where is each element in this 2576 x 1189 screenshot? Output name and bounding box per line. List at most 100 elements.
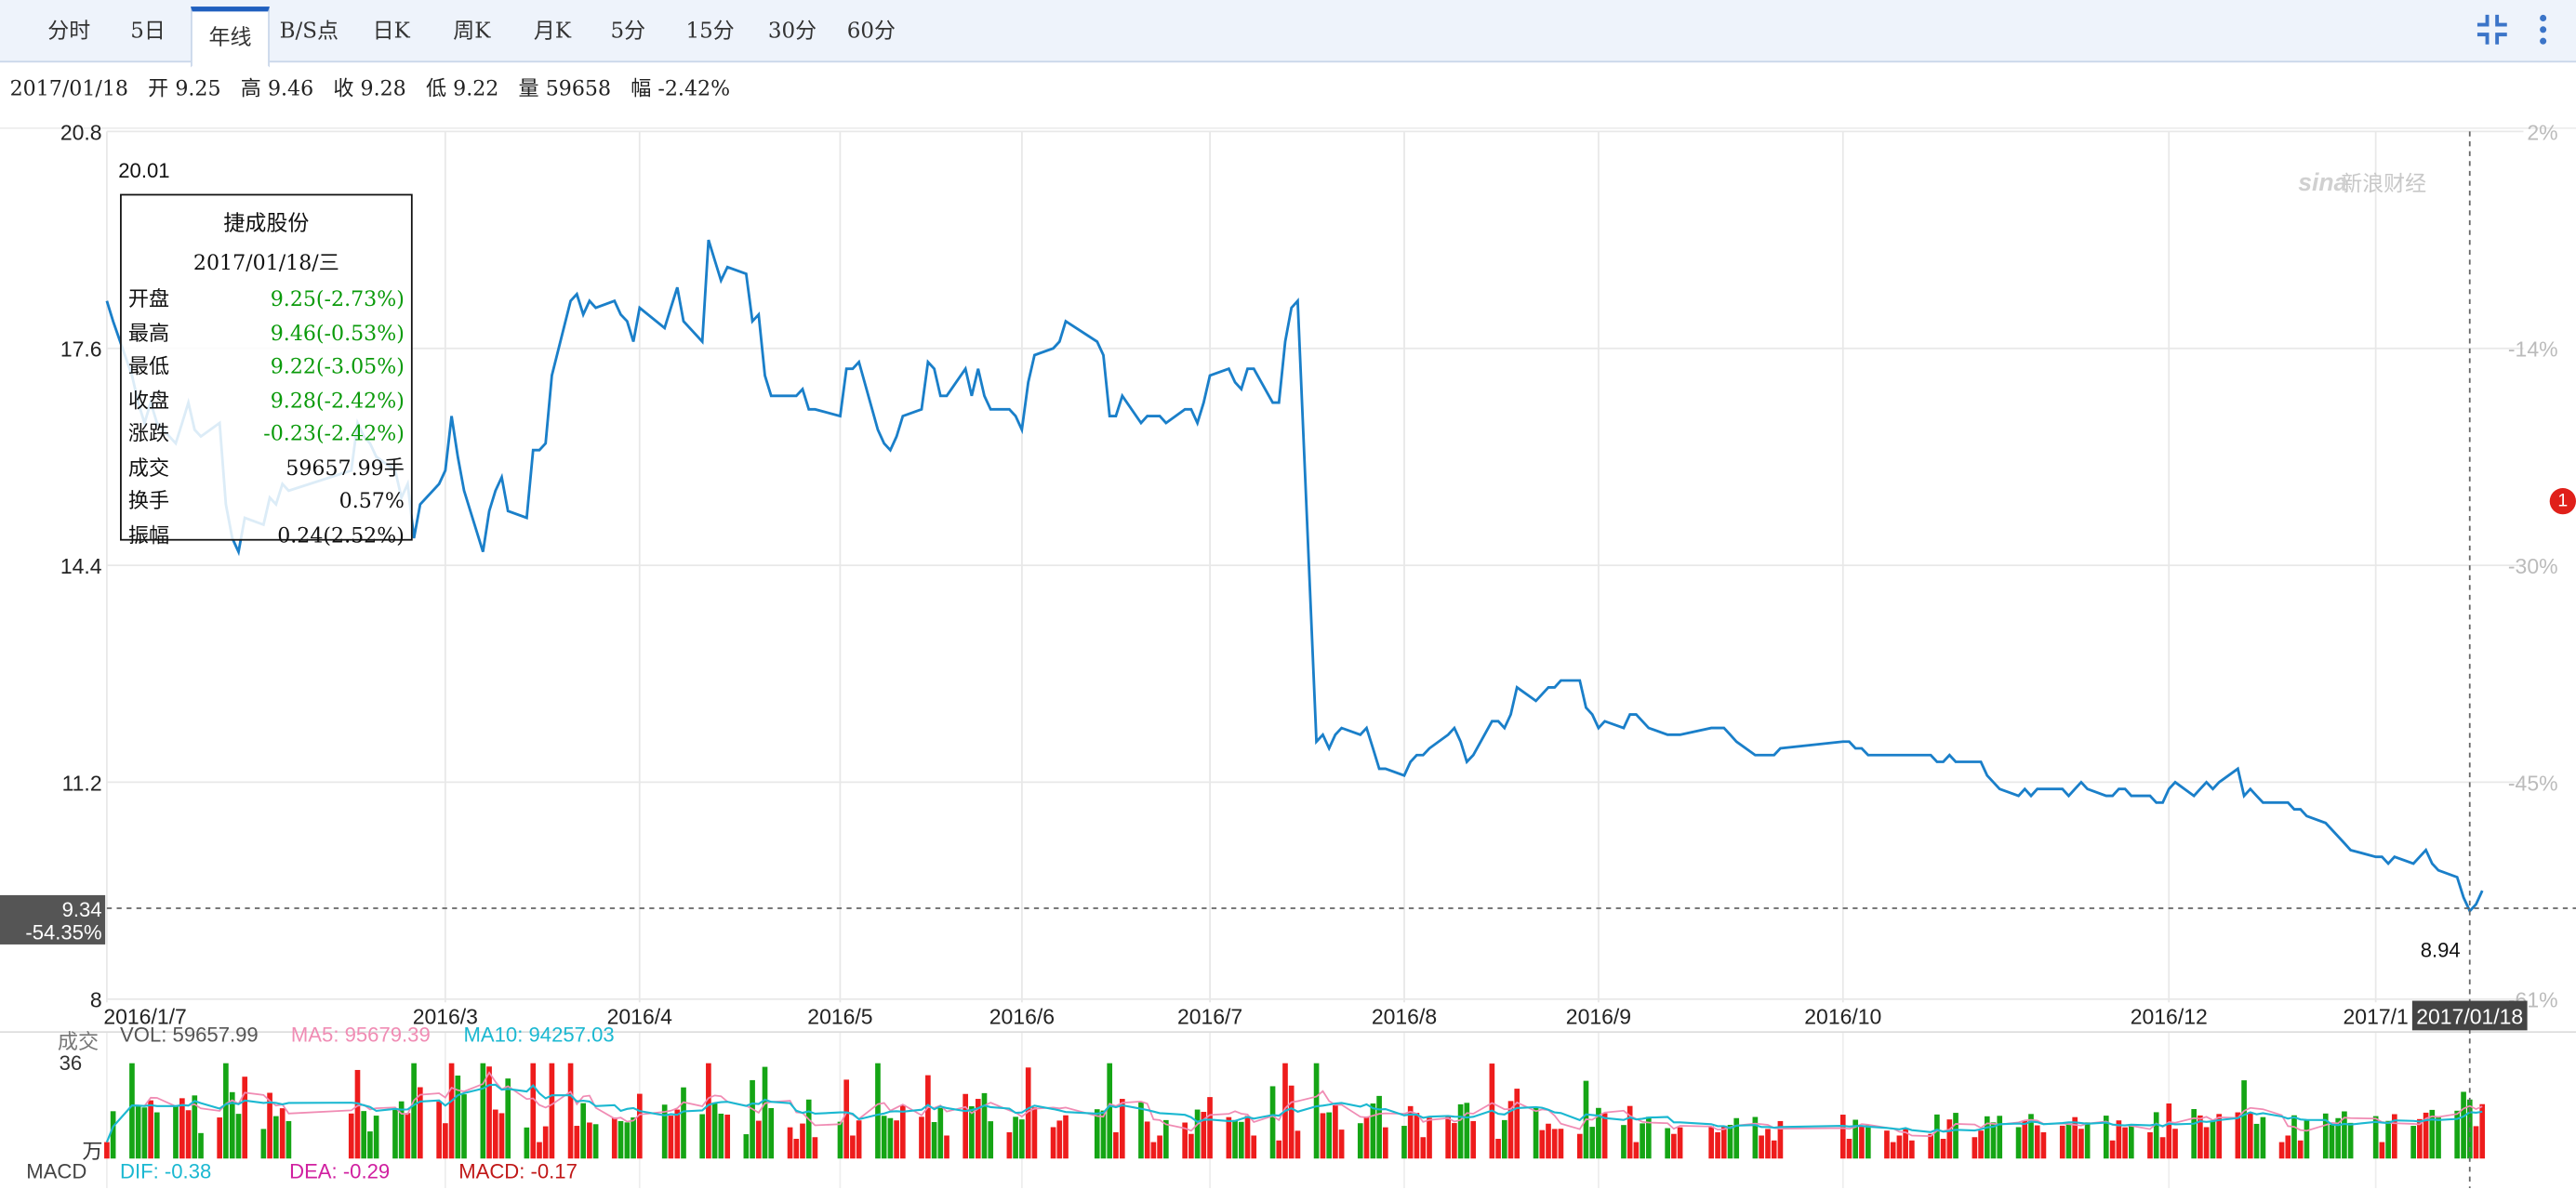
tab-daily-k[interactable]: 日K — [372, 20, 410, 45]
volume-bar — [724, 1115, 731, 1159]
tab-5-day[interactable]: 5日 — [130, 20, 166, 45]
volume-bar — [567, 1063, 574, 1159]
volume-bar — [631, 1117, 636, 1159]
volume-bar — [681, 1087, 686, 1159]
volume-bar — [1006, 1131, 1013, 1159]
volume-bar — [443, 1123, 448, 1159]
volume-bar — [1589, 1127, 1596, 1159]
volume-bar — [2429, 1109, 2436, 1159]
volume-bar — [1401, 1126, 1407, 1159]
tab-60-min[interactable]: 60分 — [846, 20, 896, 45]
volume-bar — [1025, 1067, 1031, 1159]
volume-bar — [1846, 1139, 1852, 1159]
tab-weekly-k[interactable]: 周K — [453, 20, 491, 45]
volume-bar — [762, 1066, 768, 1159]
volume-bar — [1708, 1126, 1715, 1159]
volume-bar — [1990, 1122, 1997, 1159]
x-tick-label: 2016/5 — [807, 1004, 872, 1028]
volume-bar — [2473, 1126, 2479, 1159]
volume-bar — [574, 1126, 580, 1159]
volume-bar — [1138, 1102, 1144, 1159]
volume-bar — [1370, 1103, 1376, 1159]
collapse-arrows-icon[interactable] — [2474, 10, 2510, 49]
macd-legend-dea: DEA: -0.29 — [289, 1159, 391, 1183]
volume-bar — [1100, 1110, 1107, 1159]
volume-bar — [1427, 1117, 1432, 1159]
tooltip-row-label: 最高 — [127, 319, 170, 345]
volume-bar — [1094, 1109, 1100, 1159]
volume-bar — [1201, 1112, 1207, 1159]
right-tick-label: -45% — [2508, 771, 2558, 795]
volume-bar — [1013, 1116, 1018, 1159]
volume-bar — [1715, 1131, 1720, 1159]
tab-5-min[interactable]: 5分 — [610, 20, 646, 45]
volume-bar — [2454, 1110, 2461, 1159]
volume-bar — [1733, 1117, 1740, 1159]
volume-bar — [743, 1134, 750, 1159]
volume-legend-ma5: MA5: 95679.39 — [290, 1024, 431, 1048]
volume-bar — [1546, 1123, 1551, 1159]
volume-bar — [837, 1121, 843, 1159]
volume-bar — [711, 1102, 718, 1159]
macd-panel-label: MACD — [26, 1159, 87, 1183]
volume-bar — [392, 1108, 398, 1159]
volume-bar — [267, 1092, 272, 1159]
watermark-text: 新浪财经 — [2341, 171, 2426, 195]
notification-badge[interactable]: 1 — [2549, 488, 2576, 515]
volume-bar — [1382, 1127, 1388, 1159]
volume-bar — [2065, 1123, 2072, 1159]
x-tick-label: 2016/8 — [1372, 1004, 1437, 1028]
volume-bar — [417, 1087, 423, 1159]
volume-bar — [668, 1116, 674, 1159]
volume-bar — [2210, 1120, 2216, 1159]
volume-bar — [1226, 1116, 1232, 1159]
volume-bar — [1464, 1103, 1470, 1159]
volume-bar — [1551, 1129, 1558, 1159]
volume-bar — [768, 1107, 775, 1159]
volume-bar — [2285, 1135, 2291, 1159]
volume-bar — [805, 1099, 812, 1159]
volume-bar — [1251, 1135, 1257, 1159]
volume-bar — [229, 1091, 235, 1159]
volume-bar — [899, 1104, 906, 1159]
volume-bar — [348, 1113, 354, 1159]
volume-bar — [2297, 1140, 2304, 1159]
tab-intraday[interactable]: 分时 — [47, 20, 91, 45]
info-range-label: 幅 — [631, 75, 652, 100]
tooltip-row: 最高 9.46(-0.53%) — [122, 316, 411, 350]
volume-bar — [1495, 1139, 1501, 1159]
volume-bar — [1470, 1120, 1477, 1159]
tab-30-min[interactable]: 30分 — [767, 20, 817, 45]
volume-bar — [1031, 1107, 1038, 1159]
volume-bar — [1633, 1142, 1640, 1159]
volume-bar — [1752, 1116, 1759, 1159]
volume-bar — [1884, 1130, 1890, 1159]
volume-bar — [894, 1120, 899, 1159]
crosshair-price: 9.34 — [62, 898, 102, 921]
tab-15-min[interactable]: 15分 — [685, 20, 735, 45]
info-high-label: 高 — [240, 75, 261, 100]
volume-bar — [2291, 1115, 2297, 1159]
price-line — [105, 239, 2484, 914]
volume-bar — [1759, 1135, 1764, 1159]
volume-bar — [969, 1106, 975, 1159]
volume-bar — [800, 1123, 805, 1159]
volume-bar — [480, 1063, 486, 1159]
volume-bar — [2040, 1131, 2047, 1159]
tab-bs-points[interactable]: B/S点 — [279, 20, 339, 45]
volume-bar — [235, 1114, 242, 1159]
volume-bar — [1269, 1086, 1276, 1159]
volume-bar — [1539, 1130, 1546, 1159]
volume-bar — [812, 1137, 818, 1159]
tooltip-row: 开盘 9.25(-2.73%) — [122, 283, 411, 316]
crosshair-price-box — [0, 894, 106, 945]
info-range: -2.42% — [657, 75, 731, 100]
volume-bar — [1452, 1123, 1457, 1159]
vertical-dots-icon[interactable] — [2531, 10, 2555, 49]
tab-yearly-line[interactable]: 年线 — [191, 7, 270, 68]
volume-bar — [361, 1111, 367, 1159]
volume-bar — [2147, 1131, 2153, 1159]
tab-monthly-k[interactable]: 月K — [533, 20, 572, 45]
tooltip-row-label: 换手 — [127, 488, 170, 513]
